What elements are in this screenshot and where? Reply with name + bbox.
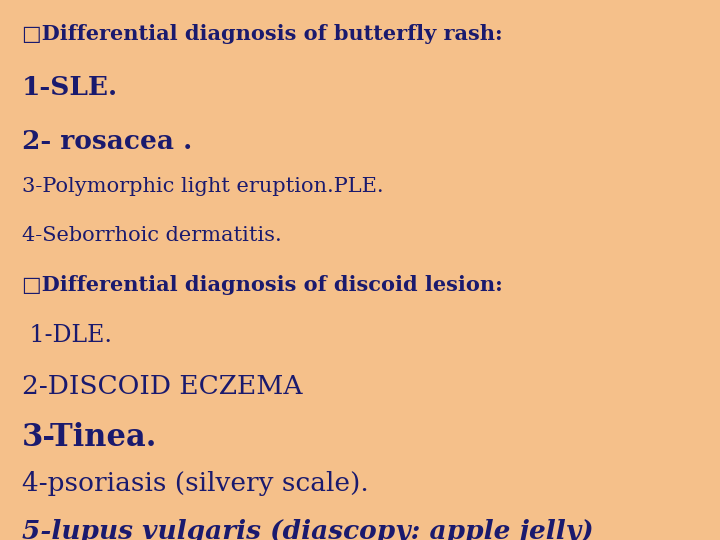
Text: 3-Tinea.: 3-Tinea. (22, 422, 157, 453)
Text: 2-DISCOID ECZEMA: 2-DISCOID ECZEMA (22, 374, 302, 399)
Text: □Differential diagnosis of discoid lesion:: □Differential diagnosis of discoid lesio… (22, 275, 503, 295)
Text: 4-psoriasis (silvery scale).: 4-psoriasis (silvery scale). (22, 471, 369, 496)
Text: 5-lupus vulgaris (diascopy: apple jelly): 5-lupus vulgaris (diascopy: apple jelly) (22, 519, 593, 540)
Text: 4-Seborrhoic dermatitis.: 4-Seborrhoic dermatitis. (22, 226, 282, 245)
Text: □Differential diagnosis of butterfly rash:: □Differential diagnosis of butterfly ras… (22, 24, 503, 44)
Text: 1-DLE.: 1-DLE. (22, 324, 112, 347)
Text: 2- rosacea .: 2- rosacea . (22, 129, 192, 153)
Text: 3-Polymorphic light eruption.PLE.: 3-Polymorphic light eruption.PLE. (22, 177, 383, 196)
Text: 1-SLE.: 1-SLE. (22, 75, 118, 99)
